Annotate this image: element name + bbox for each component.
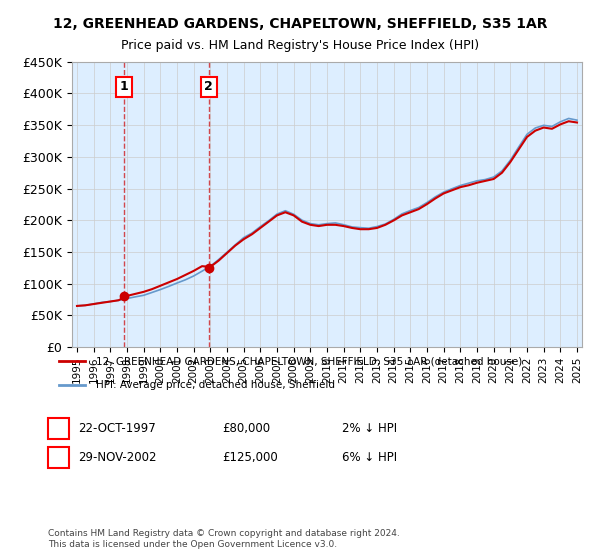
Text: 12, GREENHEAD GARDENS, CHAPELTOWN, SHEFFIELD, S35 1AR (detached house): 12, GREENHEAD GARDENS, CHAPELTOWN, SHEFF… (95, 357, 522, 366)
Text: 1: 1 (54, 422, 63, 435)
Text: Price paid vs. HM Land Registry's House Price Index (HPI): Price paid vs. HM Land Registry's House … (121, 39, 479, 52)
Text: 29-NOV-2002: 29-NOV-2002 (78, 451, 157, 464)
Text: £125,000: £125,000 (222, 451, 278, 464)
Text: £80,000: £80,000 (222, 422, 270, 435)
Text: 6% ↓ HPI: 6% ↓ HPI (342, 451, 397, 464)
Text: HPI: Average price, detached house, Sheffield: HPI: Average price, detached house, Shef… (95, 380, 335, 390)
Text: Contains HM Land Registry data © Crown copyright and database right 2024.
This d: Contains HM Land Registry data © Crown c… (48, 529, 400, 549)
Text: 12, GREENHEAD GARDENS, CHAPELTOWN, SHEFFIELD, S35 1AR: 12, GREENHEAD GARDENS, CHAPELTOWN, SHEFF… (53, 17, 547, 31)
Text: 1: 1 (119, 81, 128, 94)
Text: 2: 2 (204, 81, 213, 94)
Text: 2: 2 (54, 451, 63, 464)
Text: 22-OCT-1997: 22-OCT-1997 (78, 422, 156, 435)
Text: 2% ↓ HPI: 2% ↓ HPI (342, 422, 397, 435)
